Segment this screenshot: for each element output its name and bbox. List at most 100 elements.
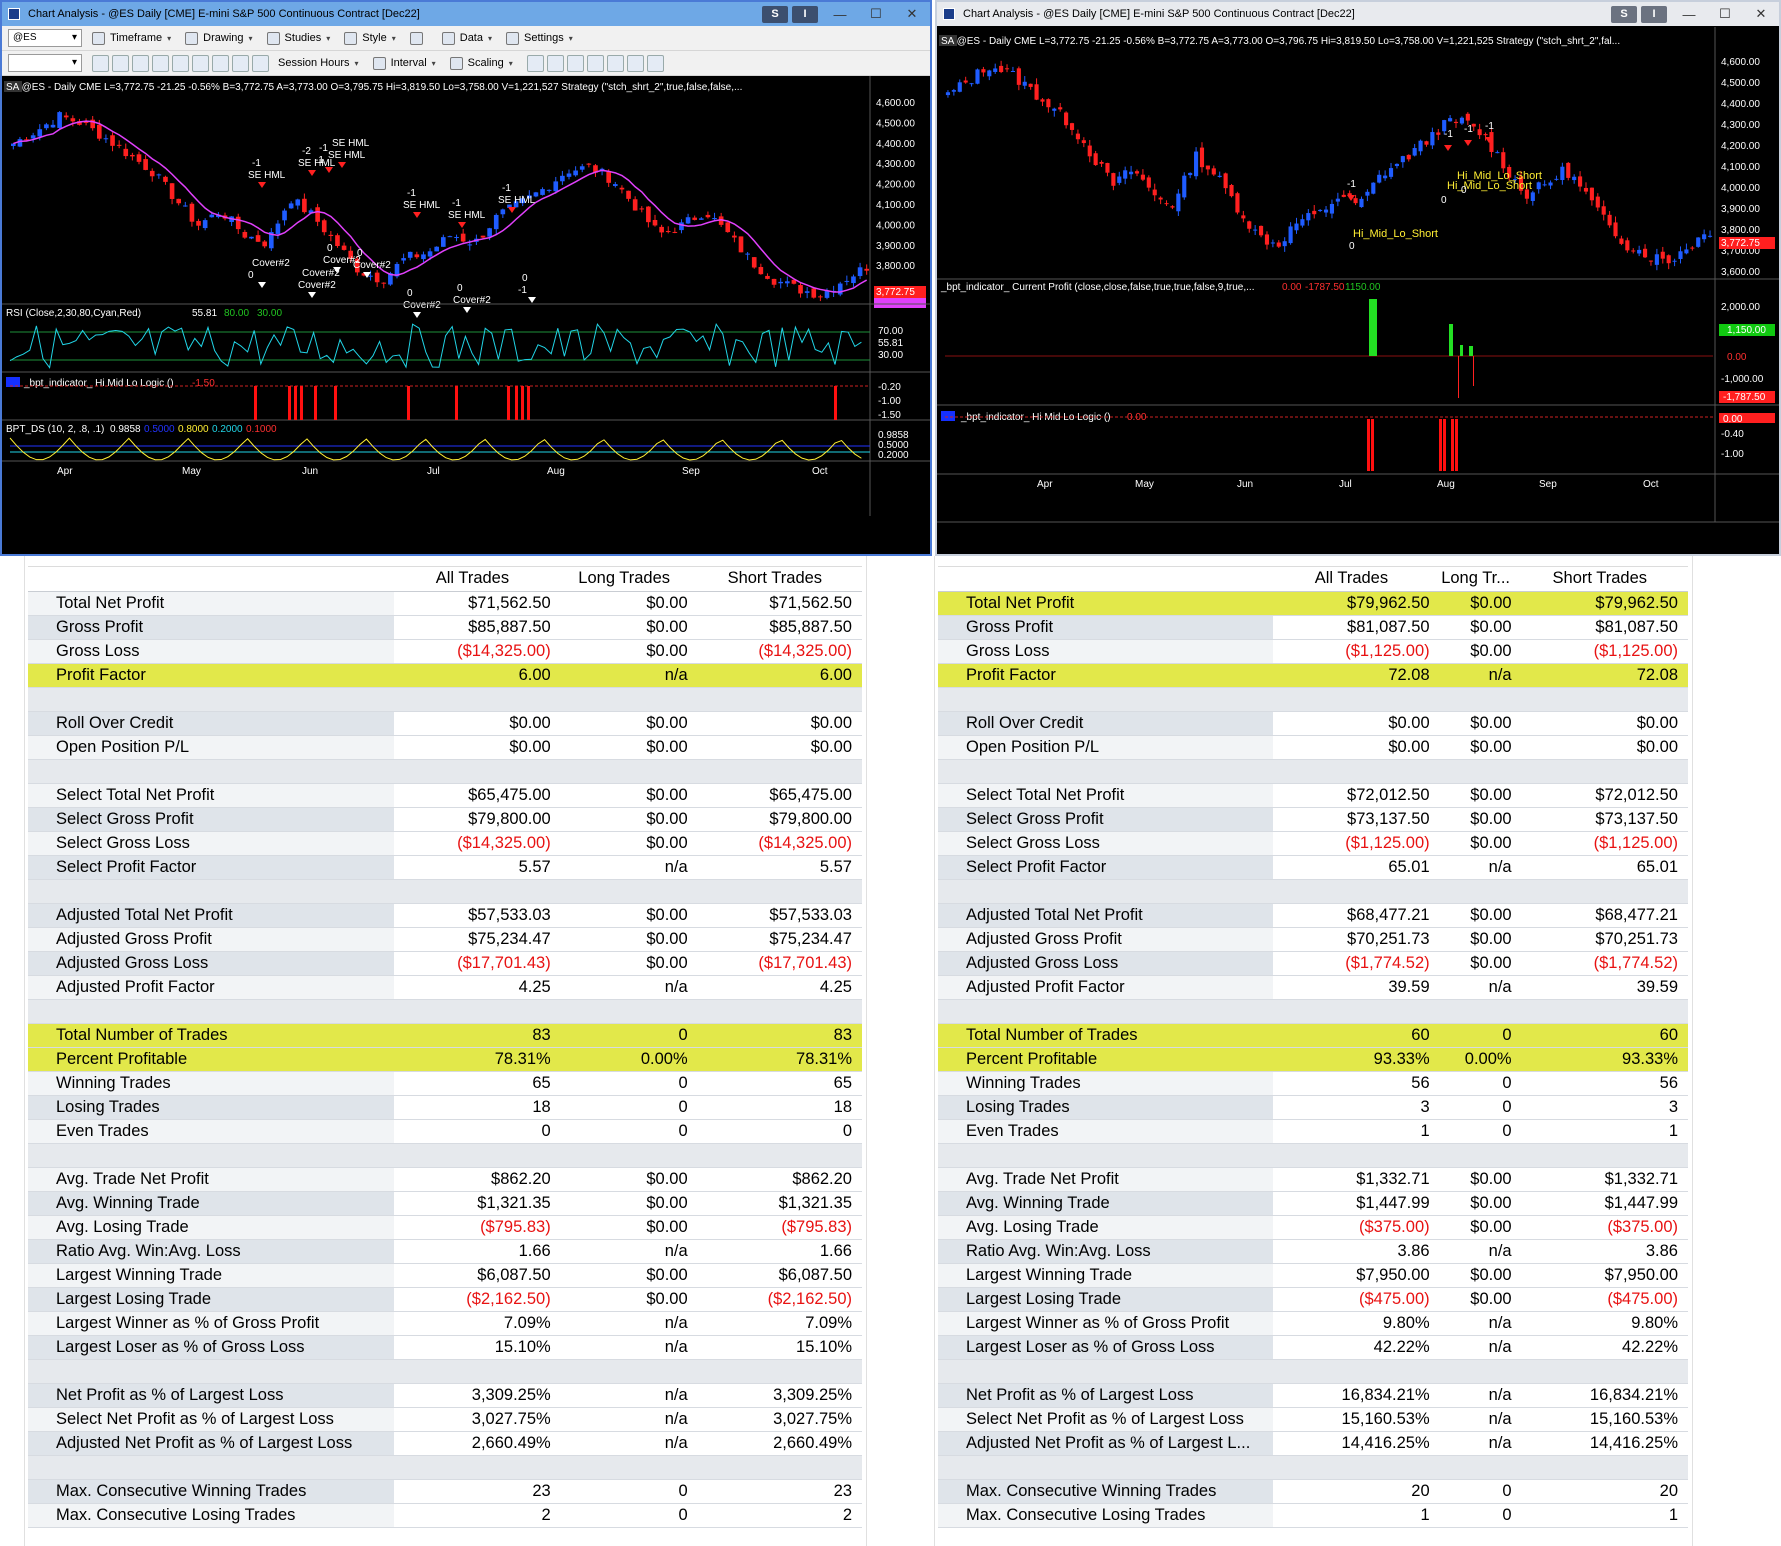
indicator-i-button[interactable]: I [1641,5,1667,23]
candle-body [394,263,400,277]
maximize-icon[interactable]: ☐ [870,6,882,21]
candle-body [169,183,175,199]
metric-value: 3,027.75% [697,1407,862,1432]
hollow-candle-icon[interactable] [566,54,584,72]
magnifier-icon[interactable] [152,54,169,72]
layout-button[interactable] [409,31,428,45]
indicator-i-button[interactable]: I [792,5,818,23]
left-chart-area[interactable]: SA @ES - Daily CME L=3,772.75 -21.25 -0.… [2,76,930,554]
symbol-box[interactable]: @ES ▾ [8,29,82,47]
candle-type-icon[interactable] [546,54,564,72]
metric-value: $0.00 [1439,831,1522,856]
candle-body [586,163,592,165]
right-window-titlebar[interactable]: Chart Analysis - @ES Daily [CME] E-mini … [937,2,1779,26]
metric-value: 42.22% [1521,1335,1688,1360]
strategy-s-button[interactable]: S [1611,5,1637,23]
candle-body [725,222,731,233]
month-label: Jun [302,466,318,477]
metric-value: $0.00 [560,1263,698,1288]
candle-body [712,217,717,220]
price-axis-label: 4,400.00 [876,139,915,150]
metric-label: Avg. Losing Trade [28,1215,395,1240]
rsi-value: 55.81 [192,308,217,319]
metric-value: 5.57 [697,855,862,880]
table-row: Total Net Profit $79,962.50 $0.00 $79,962.5… [938,591,1688,616]
right-chart-area[interactable]: SA @ES - Daily CME L=3,772.75 -21.25 -0.… [937,27,1779,554]
metric-label: Total Net Profit [28,591,395,616]
bar-type-icon[interactable] [526,54,544,72]
timeframe-menu[interactable]: Timeframe ▾ [92,31,171,45]
minimize-icon[interactable]: — [833,6,847,22]
candle-body [1554,178,1559,180]
scaling-menu[interactable]: Scaling ▾ [449,56,513,70]
settings-menu[interactable]: Settings ▾ [506,31,573,45]
studies-menu[interactable]: Studies ▾ [266,31,330,45]
options-icon[interactable] [252,54,269,72]
gear-small-icon[interactable] [232,54,249,72]
candle-body [216,214,221,218]
candle-body [335,235,340,247]
trade-annotation: 0 [327,243,333,254]
table-icon[interactable] [132,54,149,72]
candle-body [454,236,459,238]
bars-icon[interactable] [606,54,624,72]
metric-label: Gross Profit [938,615,1274,640]
candle-body [507,204,512,208]
style-menu[interactable]: Style ▾ [344,31,396,45]
line-chart-icon[interactable] [172,54,189,72]
last-price-label: 3,772.75 [1721,238,1760,249]
candle-body [1347,193,1352,196]
maximize-icon[interactable]: ☐ [1719,6,1731,21]
candle-body [745,253,750,255]
style-icon [344,31,358,45]
close-icon[interactable]: ✕ [1755,6,1767,21]
table-row: Adjusted Gross Profit $70,251.73 $0.00 $70,… [938,927,1688,952]
metric-value: $65,475.00 [697,783,862,808]
minimize-icon[interactable]: — [1682,6,1696,22]
candle-body [295,199,301,206]
metric-label: Select Net Profit as % of Largest Loss [938,1407,1274,1432]
refresh-icon[interactable] [92,54,109,72]
candle-body [1182,175,1187,198]
table-row: Avg. Trade Net Profit $862.20 $0.00 $862.20 [28,1167,862,1192]
network-icon[interactable] [212,54,229,72]
price-axis-label: 4,400.00 [1721,99,1760,110]
metric-label: Roll Over Credit [938,711,1274,736]
candle-body [189,203,195,222]
session-hours-menu[interactable]: Session Hours ▾ [278,57,359,69]
ohlc-icon[interactable] [586,54,604,72]
metric-label: Adjusted Gross Profit [938,927,1274,952]
zoom-in-icon[interactable] [626,54,644,72]
close-icon[interactable]: ✕ [906,6,918,21]
metric-value: $0.00 [1439,783,1522,808]
metric-label: Ratio Avg. Win:Avg. Loss [28,1239,395,1264]
indicator-value: -1.50 [192,378,215,389]
symbol-value: @ES [13,32,37,43]
chevron-down-icon: ▾ [431,58,436,68]
metric-value: 39.59 [1521,975,1688,1000]
strategy-s-button[interactable]: S [762,5,788,23]
metric-value: 2,660.49% [394,1431,561,1456]
left-window-titlebar[interactable]: Chart Analysis - @ES Daily [CME] E-mini … [2,2,930,26]
drawing-menu[interactable]: Drawing ▾ [185,31,253,45]
metric-value: 1 [1521,1119,1688,1144]
spacer-row [938,1359,1688,1384]
data-menu[interactable]: Data ▾ [441,31,493,45]
grid-icon[interactable] [112,54,129,72]
interval-menu[interactable]: Interval ▾ [372,56,436,70]
month-label: Apr [1037,479,1053,490]
candle-body [96,124,102,139]
area-chart-icon[interactable] [192,54,209,72]
trade-annotation: 0 [407,288,413,299]
chart-background [937,27,1779,554]
table-row: Ratio Avg. Win:Avg. Loss 3.86 n/a 3.86 [938,1239,1688,1264]
quick-entry-box[interactable]: ▾ [8,54,82,72]
candle-body [1442,120,1447,132]
left-chart-window: Chart Analysis - @ES Daily [CME] E-mini … [0,0,932,556]
chevron-down-icon: ▾ [488,33,493,43]
zoom-out-icon[interactable] [646,54,664,72]
indicator-bar [1439,419,1442,471]
candle-body [116,144,122,146]
table-row: Avg. Trade Net Profit $1,332.71 $0.00 $1,33… [938,1167,1688,1192]
metric-value: $0.00 [1521,711,1688,736]
